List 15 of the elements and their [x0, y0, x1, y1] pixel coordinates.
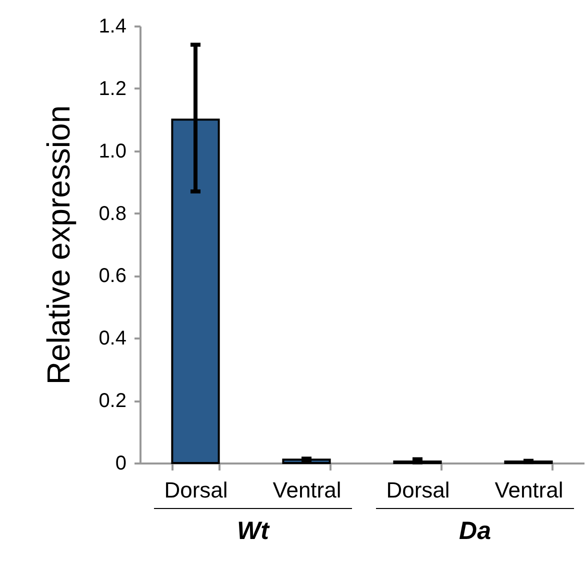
y-tick-label: 1.4	[98, 16, 126, 38]
y-tick-label: 0.2	[98, 390, 126, 412]
y-tick-label: 0.8	[98, 202, 126, 225]
y-tick-label: 0	[115, 452, 126, 474]
x-tick-label: Dorsal	[164, 478, 228, 502]
y-tick-label: 0.6	[98, 265, 126, 288]
x-tick-label: Dorsal	[386, 478, 450, 502]
x-tick-label: Ventral	[494, 478, 564, 502]
text: Da	[458, 517, 492, 546]
y-tick-label: 0.4	[98, 328, 126, 350]
text: Wt	[236, 517, 271, 546]
y-axis-title: Relative expression	[40, 105, 77, 385]
y-tick-label: 1.2	[98, 78, 126, 100]
x-tick-label: Ventral	[272, 478, 342, 502]
y-tick-label: 1.0	[98, 140, 126, 162]
